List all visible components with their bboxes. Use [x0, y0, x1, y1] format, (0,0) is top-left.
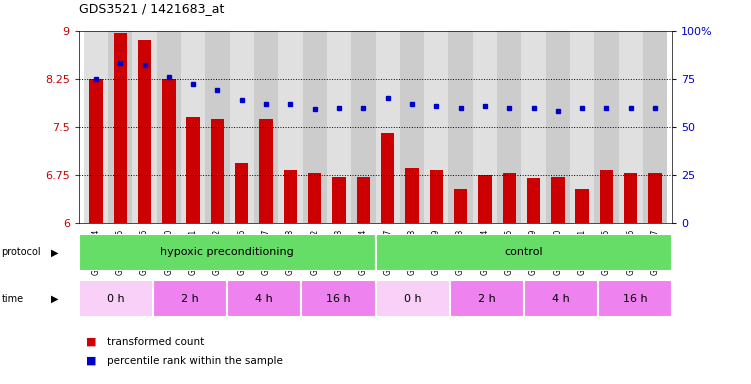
Bar	[254, 31, 278, 223]
Bar	[303, 31, 327, 223]
Bar	[546, 31, 570, 223]
Bar	[284, 170, 297, 223]
Bar	[259, 119, 273, 223]
Bar	[570, 31, 594, 223]
Text: percentile rank within the sample: percentile rank within the sample	[107, 356, 283, 366]
Bar	[478, 175, 492, 223]
Bar	[430, 170, 443, 223]
Bar	[327, 31, 351, 223]
Bar	[351, 31, 376, 223]
Bar	[132, 31, 157, 223]
Bar	[153, 280, 228, 317]
Bar	[575, 189, 589, 223]
Bar	[497, 31, 521, 223]
Bar	[450, 280, 524, 317]
Bar	[186, 117, 200, 223]
Text: 4 h: 4 h	[552, 293, 570, 304]
Text: transformed count: transformed count	[107, 337, 204, 347]
Bar	[619, 31, 643, 223]
Text: 4 h: 4 h	[255, 293, 273, 304]
Bar	[301, 280, 376, 317]
Text: ▶: ▶	[51, 247, 59, 258]
Bar	[454, 189, 467, 223]
Bar	[138, 40, 151, 223]
Bar	[235, 163, 249, 223]
Text: control: control	[505, 247, 543, 258]
Text: ■: ■	[86, 337, 97, 347]
Bar	[473, 31, 497, 223]
Bar	[308, 173, 321, 223]
Bar	[648, 173, 662, 223]
Bar	[181, 31, 205, 223]
Bar	[162, 79, 176, 223]
Text: time: time	[2, 293, 23, 304]
Text: 16 h: 16 h	[623, 293, 647, 304]
Bar	[521, 31, 546, 223]
Bar	[524, 280, 598, 317]
Bar	[205, 31, 230, 223]
Bar	[376, 280, 450, 317]
Bar	[278, 31, 303, 223]
Bar	[89, 79, 103, 223]
Text: 2 h: 2 h	[478, 293, 496, 304]
Bar	[376, 234, 672, 271]
Bar	[643, 31, 668, 223]
Text: 16 h: 16 h	[326, 293, 351, 304]
Text: GDS3521 / 1421683_at: GDS3521 / 1421683_at	[79, 2, 225, 15]
Bar	[551, 177, 565, 223]
Bar	[333, 177, 345, 223]
Text: hypoxic preconditioning: hypoxic preconditioning	[160, 247, 294, 258]
Bar	[527, 178, 540, 223]
Bar	[406, 168, 418, 223]
Bar	[157, 31, 181, 223]
Bar	[502, 173, 516, 223]
Bar	[228, 280, 301, 317]
Bar	[381, 133, 394, 223]
Bar	[600, 170, 613, 223]
Bar	[79, 280, 153, 317]
Bar	[357, 177, 370, 223]
Bar	[448, 31, 473, 223]
Bar	[376, 31, 400, 223]
Bar	[230, 31, 254, 223]
Bar	[424, 31, 448, 223]
Text: 0 h: 0 h	[404, 293, 421, 304]
Text: 2 h: 2 h	[181, 293, 199, 304]
Bar	[400, 31, 424, 223]
Text: ▶: ▶	[51, 293, 59, 304]
Text: 0 h: 0 h	[107, 293, 125, 304]
Bar	[79, 234, 376, 271]
Bar	[624, 173, 638, 223]
Bar	[83, 31, 108, 223]
Text: protocol: protocol	[2, 247, 41, 258]
Bar	[594, 31, 619, 223]
Bar	[113, 33, 127, 223]
Bar	[211, 119, 224, 223]
Bar	[598, 280, 672, 317]
Text: ■: ■	[86, 356, 97, 366]
Bar	[108, 31, 132, 223]
